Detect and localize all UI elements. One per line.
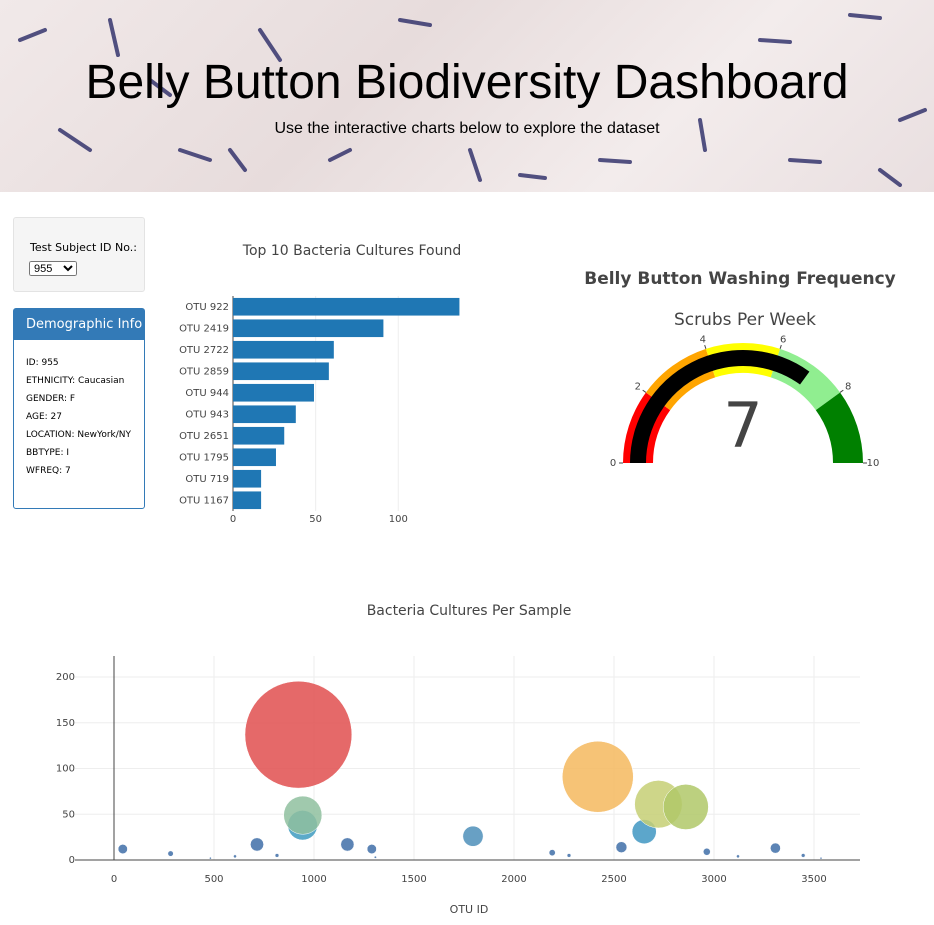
bubble	[801, 853, 806, 858]
bar	[233, 448, 276, 467]
y-tick-label: OTU 2651	[179, 431, 229, 442]
bubble	[167, 850, 174, 857]
bar	[233, 340, 334, 359]
demographic-panel: Demographic Info ID: 955 ETHNICITY: Cauca…	[13, 308, 145, 509]
bubble	[462, 825, 484, 847]
subject-select[interactable]: 955	[29, 261, 77, 276]
x-tick-label: 0	[111, 874, 117, 885]
bar	[233, 319, 384, 338]
bar	[233, 297, 460, 316]
x-tick-label: 100	[389, 514, 408, 525]
chart-title: Bacteria Cultures Per Sample	[367, 603, 572, 619]
bubble	[770, 842, 781, 854]
demographic-entry: AGE: 27	[26, 412, 63, 422]
gauge-tick-label: 6	[780, 334, 786, 345]
gauge-tick-label: 8	[845, 382, 851, 393]
bubble	[340, 837, 355, 852]
x-tick-label: 50	[309, 514, 322, 525]
page-title: Belly Button Biodiversity Dashboard	[85, 56, 849, 109]
chart-title: Top 10 Bacteria Cultures Found	[242, 243, 461, 259]
bubble	[703, 848, 711, 856]
y-tick-label: 50	[62, 809, 75, 820]
y-tick-label: OTU 1795	[179, 452, 229, 463]
bubble	[566, 853, 572, 858]
demographic-entry: GENDER: F	[26, 394, 76, 404]
selector-label: Test Subject ID No.:	[30, 241, 137, 254]
y-tick-label: 0	[69, 855, 75, 866]
bubble	[562, 741, 634, 813]
x-tick-label: 1000	[301, 874, 326, 885]
y-tick-label: OTU 922	[185, 302, 229, 313]
bubble	[233, 854, 237, 859]
y-tick-label: OTU 944	[185, 388, 229, 399]
y-tick-label: OTU 2859	[179, 366, 229, 377]
demographic-entries: ID: 955 ETHNICITY: Caucasian GENDER: F AGE:…	[14, 340, 134, 476]
x-tick-label: 3500	[801, 874, 826, 885]
bar	[233, 405, 296, 424]
gauge-subtitle: Scrubs Per Week	[674, 310, 816, 330]
gauge-tick-label: 0	[610, 458, 616, 469]
chart-title: Belly Button Washing Frequency	[584, 269, 896, 289]
y-tick-label: OTU 719	[185, 474, 229, 485]
bubble	[117, 844, 128, 854]
x-tick-label: 3000	[701, 874, 726, 885]
gauge-bar	[630, 350, 810, 463]
gauge-tick-label: 10	[867, 458, 880, 469]
demographic-entry: LOCATION: NewYork/NY	[26, 430, 131, 440]
bubble	[209, 856, 212, 860]
bubble	[615, 841, 628, 853]
x-axis-label: OTU ID	[450, 903, 489, 916]
header: Belly Button Biodiversity Dashboard Use …	[0, 0, 934, 192]
demographic-entry: ETHNICITY: Caucasian	[26, 376, 125, 386]
bubble	[274, 853, 280, 858]
bubble	[736, 854, 740, 859]
y-tick-label: 150	[56, 718, 75, 729]
y-tick-label: OTU 2419	[179, 323, 229, 334]
bubble	[548, 849, 556, 857]
gauge-tick	[704, 344, 707, 350]
x-tick-label: 2500	[601, 874, 626, 885]
gauge-tick-label: 2	[635, 382, 641, 393]
bar	[233, 383, 314, 402]
y-tick-label: OTU 1167	[179, 495, 229, 506]
demographic-entry: ID: 955	[26, 358, 59, 368]
x-tick-label: 500	[204, 874, 223, 885]
x-tick-label: 2000	[501, 874, 526, 885]
y-tick-label: OTU 943	[185, 409, 229, 420]
bubble	[373, 855, 377, 859]
panel-title: Demographic Info	[14, 309, 144, 340]
bar	[233, 469, 262, 488]
bubble	[662, 784, 709, 830]
y-tick-label: 100	[56, 764, 75, 775]
gauge-step	[815, 392, 863, 463]
bar	[233, 362, 329, 381]
gauge-tick	[642, 389, 647, 393]
y-tick-label: 200	[56, 672, 75, 683]
demographic-entry: BBTYPE: I	[26, 448, 70, 458]
bubble	[819, 856, 823, 860]
x-tick-label: 0	[230, 514, 236, 525]
header-image	[18, 13, 927, 187]
gauge-tick-label: 4	[700, 334, 706, 345]
bubble	[283, 795, 323, 835]
bubble	[244, 680, 353, 789]
y-tick-label: OTU 2722	[179, 345, 229, 356]
bar	[233, 491, 262, 510]
demographic-entry: WFREQ: 7	[26, 466, 71, 476]
gauge-tick	[779, 344, 782, 350]
bar	[233, 426, 285, 445]
page-subtitle: Use the interactive charts below to expl…	[274, 120, 660, 137]
bubble	[250, 837, 264, 852]
gauge-tick	[839, 389, 844, 393]
x-tick-label: 1500	[401, 874, 426, 885]
gauge-number: 7	[723, 389, 762, 462]
selector-box: Test Subject ID No.: 955	[13, 217, 145, 292]
bubble	[366, 844, 377, 854]
